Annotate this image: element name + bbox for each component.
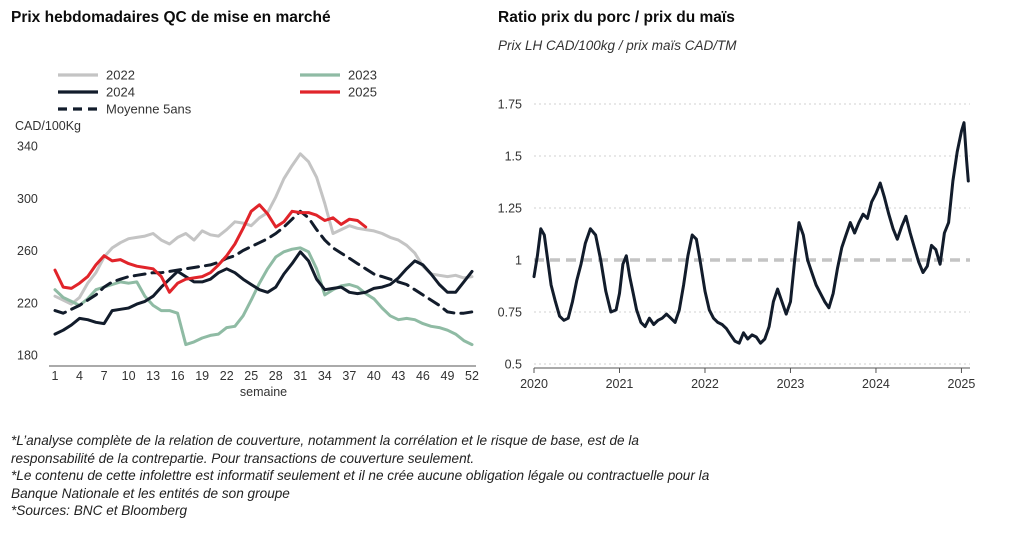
- hog-corn-ratio-chart: 0.5 0.75 1 1.25 1.5 1.75 2020 2021 2022 2023 2024 2…: [498, 98, 976, 392]
- legend-label: 2024: [106, 85, 135, 100]
- x-tick-label: 31: [293, 369, 307, 383]
- legend-label: 2023: [348, 68, 377, 83]
- series-line-2024: [53, 250, 474, 336]
- footnote-line: responsabilité de la contrepartie. Pour …: [11, 450, 475, 466]
- left-chart-title: Prix hebdomadaires QC de mise en marché: [11, 9, 331, 26]
- x-tick-label: 37: [342, 369, 356, 383]
- footnote-line: Banque Nationale et les entités de son g…: [11, 485, 290, 501]
- x-tick-label: 2023: [777, 377, 805, 391]
- x-tick-label: 34: [318, 369, 332, 383]
- x-axis-label: semaine: [240, 385, 287, 399]
- y-tick-label: 220: [17, 296, 38, 310]
- y-tick-label: 260: [17, 244, 38, 258]
- x-tick-label: 7: [101, 369, 108, 383]
- legend-label: 2025: [348, 85, 377, 100]
- y-tick-label: 340: [17, 140, 38, 154]
- x-tick-label: 2022: [691, 377, 719, 391]
- x-tick-label: 40: [367, 369, 381, 383]
- legend-item-2025: 2025: [300, 85, 377, 100]
- series-line-moyenne-5ans: [53, 209, 474, 315]
- footnote-line: *Le contenu de cette infolettre est info…: [11, 468, 710, 484]
- footnote-line: *Sources: BNC et Bloomberg: [11, 503, 188, 519]
- x-tick-label: 2020: [520, 377, 548, 391]
- x-tick-label: 10: [122, 369, 136, 383]
- weekly-price-chart: 2022 2023 2024 2025 Moyenne 5ans CAD/100Kg 180…: [15, 68, 479, 400]
- legend-item-2023: 2023: [300, 68, 377, 83]
- x-tick-label: 4: [76, 369, 83, 383]
- x-tick-label: 1: [52, 369, 59, 383]
- legend-item-moyenne-5ans: Moyenne 5ans: [58, 102, 192, 117]
- right-chart-title: Ratio prix du porc / prix du maïs: [498, 9, 735, 26]
- right-chart-subtitle: Prix LH CAD/100kg / prix maïs CAD/TM: [498, 38, 737, 53]
- y-tick-label: 1: [515, 254, 522, 268]
- x-tick-label: 2024: [862, 377, 890, 391]
- y-tick-label: 180: [17, 349, 38, 363]
- x-tick-label: 13: [146, 369, 160, 383]
- y-tick-label: 0.5: [505, 358, 522, 372]
- footnotes: *L’analyse complète de la relation de co…: [11, 432, 1001, 520]
- series-line-2022: [53, 152, 474, 306]
- y-tick-label: 1.5: [505, 150, 522, 164]
- legend-label: Moyenne 5ans: [106, 102, 192, 117]
- y-tick-label: 1.25: [498, 202, 522, 216]
- x-tick-label: 46: [416, 369, 430, 383]
- x-tick-label: 19: [195, 369, 209, 383]
- x-tick-label: 16: [171, 369, 185, 383]
- series-line-2025: [53, 203, 368, 294]
- legend-item-2024: 2024: [58, 85, 135, 100]
- x-tick-label: 52: [465, 369, 479, 383]
- footnote-line: *L’analyse complète de la relation de co…: [11, 433, 639, 448]
- y-tick-label: 300: [17, 192, 38, 206]
- x-tick-label: 43: [391, 369, 405, 383]
- x-tick-label: 49: [441, 369, 455, 383]
- y-axis-unit-label: CAD/100Kg: [15, 119, 81, 133]
- x-tick-label: 2021: [606, 377, 634, 391]
- x-tick-label: 25: [244, 369, 258, 383]
- series-line-ratio: [532, 121, 970, 345]
- x-tick-label: 28: [269, 369, 283, 383]
- legend-label: 2022: [106, 68, 135, 83]
- y-tick-label: 1.75: [498, 98, 522, 112]
- series-line-2023: [53, 246, 474, 347]
- legend-item-2022: 2022: [58, 68, 135, 83]
- x-tick-label: 22: [220, 369, 234, 383]
- x-tick-label: 2025: [948, 377, 976, 391]
- y-tick-label: 0.75: [498, 306, 522, 320]
